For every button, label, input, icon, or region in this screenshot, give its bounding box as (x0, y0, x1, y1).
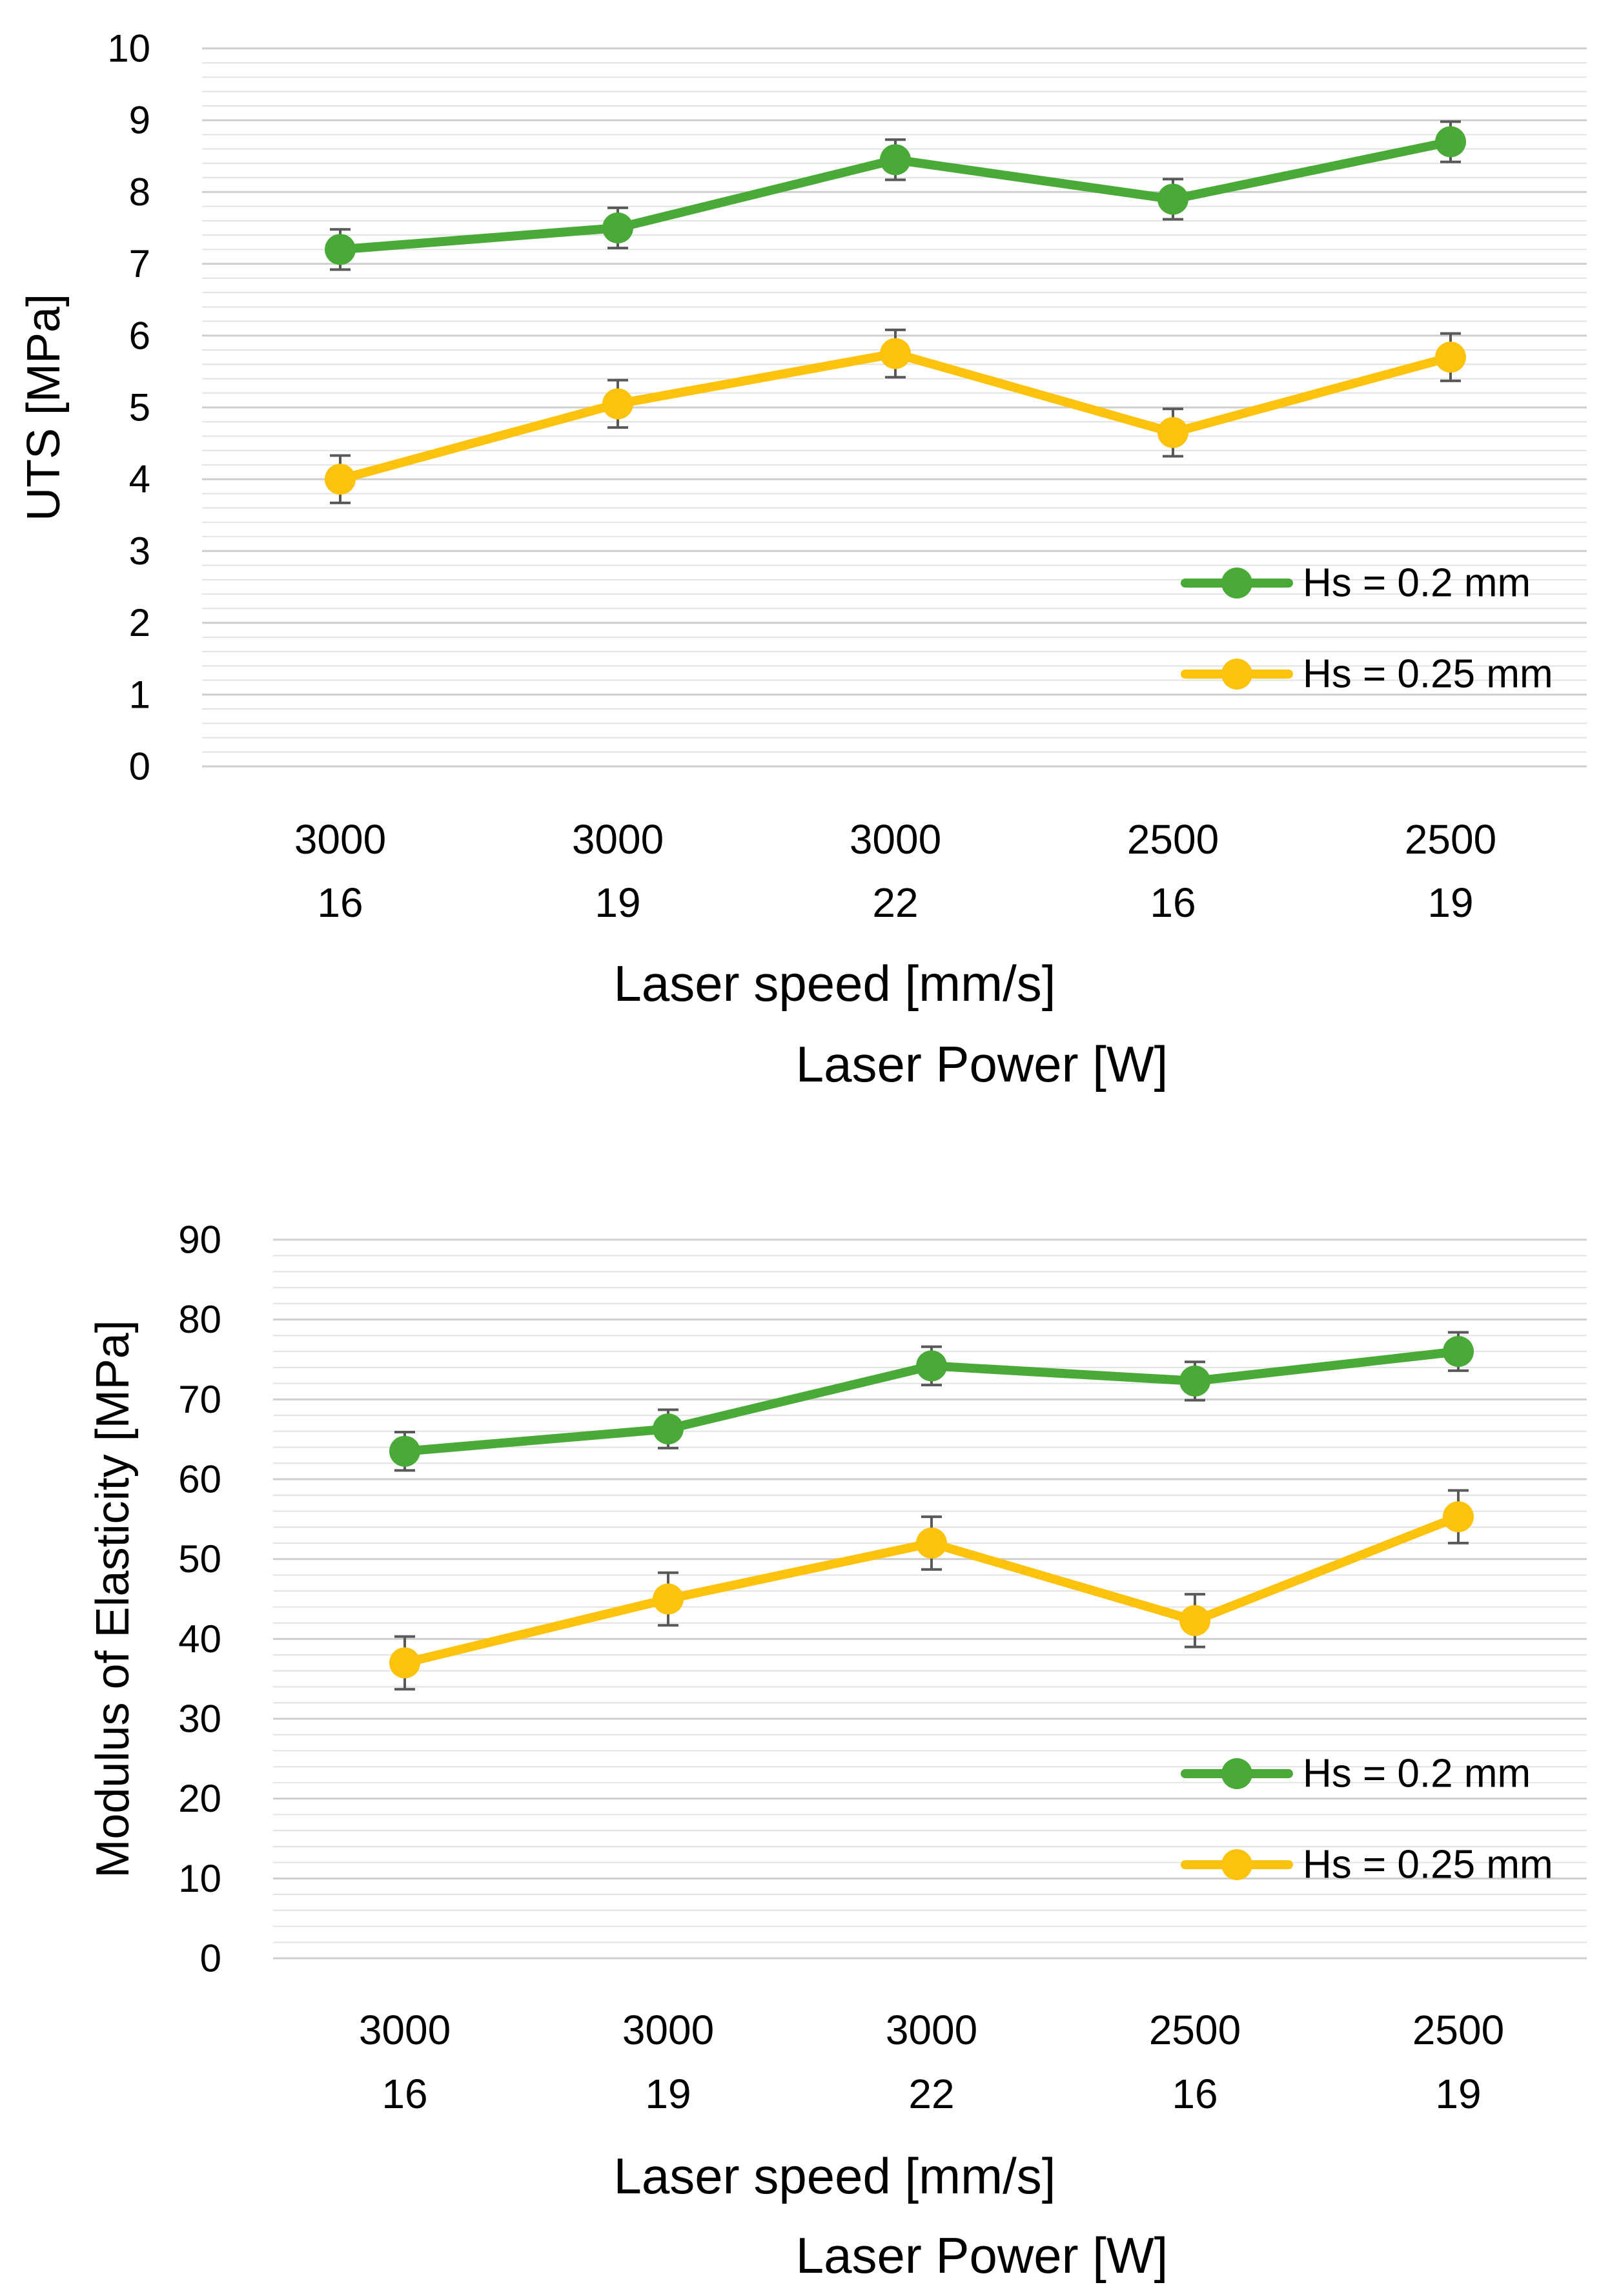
data-point (602, 388, 633, 420)
legend-marker (1221, 1758, 1252, 1789)
y-tick-label: 70 (178, 1378, 221, 1421)
x-tick-label-power: 19 (645, 2071, 691, 2117)
legend-entry: Hs = 0.25 mm (1181, 1843, 1553, 1887)
x-axis-label-speed: Laser speed [mm/s] (614, 955, 1056, 1012)
x-tick-label-power: 19 (1435, 2071, 1481, 2117)
data-point (1179, 1604, 1210, 1636)
x-axis-label-speed: Laser speed [mm/s] (614, 2147, 1056, 2204)
x-tick-label-power: 16 (1150, 879, 1196, 926)
y-tick-label: 2 (129, 601, 150, 644)
data-point (1443, 1501, 1474, 1533)
legend-entry: Hs = 0.25 mm (1181, 652, 1553, 697)
x-tick-label-speed: 2500 (1412, 2007, 1504, 2053)
y-tick-label: 50 (178, 1537, 221, 1581)
y-tick-label: 20 (178, 1777, 221, 1820)
y-tick-label: 40 (178, 1617, 221, 1661)
y-tick-label: 6 (129, 314, 150, 357)
data-point (602, 212, 633, 243)
data-point (325, 464, 356, 495)
x-tick-label-power: 19 (1427, 879, 1473, 926)
y-tick-label: 80 (178, 1298, 221, 1341)
x-tick-label-speed: 3000 (359, 2007, 451, 2053)
x-tick-label-speed: 2500 (1127, 816, 1219, 863)
legend-label: Hs = 0.2 mm (1303, 1752, 1531, 1796)
x-tick-label-speed: 3000 (850, 816, 941, 863)
legend-label: Hs = 0.25 mm (1303, 652, 1553, 697)
gridlines (202, 47, 1587, 768)
data-point (653, 1413, 684, 1445)
x-tick-label-speed: 3000 (294, 816, 386, 863)
y-tick-label: 10 (107, 27, 150, 70)
data-point (916, 1527, 947, 1559)
x-axis-label-power: Laser Power [W] (796, 2227, 1168, 2284)
legend-entry: Hs = 0.2 mm (1181, 1752, 1531, 1796)
data-point (916, 1350, 947, 1382)
x-tick-label-speed: 2500 (1405, 816, 1496, 863)
x-tick-label-power: 16 (382, 2071, 427, 2117)
modulus-chart: 0 10 20 30 40 50 60 70 80 90 Modulus of Elasticity… (87, 1218, 1587, 2284)
legend-marker (1221, 568, 1252, 599)
uts-chart: 0 1 2 3 4 5 6 7 8 9 10 UTS [MPa] 3000 16 3000 19 3000 22 2… (18, 27, 1587, 1092)
legend-marker (1221, 1849, 1252, 1880)
series-hs-0-25 (389, 1489, 1474, 1691)
y-tick-label: 60 (178, 1458, 221, 1501)
legend-label: Hs = 0.2 mm (1303, 561, 1531, 606)
data-point (1435, 126, 1466, 158)
x-tick-label-speed: 3000 (572, 816, 664, 863)
legend-label: Hs = 0.25 mm (1303, 1843, 1553, 1887)
data-point (1157, 183, 1188, 215)
y-axis-label: Modulus of Elasticity [MPa] (87, 1320, 139, 1878)
series-hs-0-2 (325, 120, 1466, 271)
x-tick-label-speed: 3000 (886, 2007, 977, 2053)
data-point (389, 1647, 420, 1679)
x-tick-label-power: 19 (595, 879, 640, 926)
data-point (880, 144, 911, 176)
x-tick-label-power: 22 (872, 879, 918, 926)
data-point (880, 338, 911, 369)
x-tick-label-power: 16 (1172, 2071, 1218, 2117)
data-point (325, 234, 356, 265)
y-tick-label: 8 (129, 170, 150, 214)
y-tick-label: 9 (129, 99, 150, 142)
y-axis-label: UTS [MPa] (18, 294, 70, 521)
data-point (1179, 1365, 1210, 1397)
y-tick-label: 1 (129, 673, 150, 716)
y-tick-label: 90 (178, 1218, 221, 1262)
x-axis-label-power: Laser Power [W] (796, 1036, 1168, 1092)
x-tick-label-speed: 2500 (1149, 2007, 1241, 2053)
data-point (1435, 342, 1466, 373)
legend-marker (1221, 659, 1252, 690)
y-tick-label: 10 (178, 1857, 221, 1900)
data-point (389, 1435, 420, 1467)
y-tick-label: 5 (129, 386, 150, 429)
series-hs-0-2 (389, 1331, 1474, 1472)
data-point (653, 1583, 684, 1615)
y-tick-label: 4 (129, 458, 150, 501)
legend-entry: Hs = 0.2 mm (1181, 561, 1531, 606)
data-point (1443, 1336, 1474, 1368)
x-tick-label-speed: 3000 (622, 2007, 714, 2053)
y-tick-label: 7 (129, 242, 150, 285)
series-hs-0-25 (325, 328, 1466, 504)
x-tick-label-power: 22 (908, 2071, 954, 2117)
y-tick-label: 0 (129, 745, 150, 788)
y-tick-label: 3 (129, 529, 150, 573)
x-tick-label-power: 16 (317, 879, 363, 926)
y-tick-label: 30 (178, 1697, 221, 1741)
y-tick-label: 0 (200, 1937, 221, 1980)
data-point (1157, 416, 1188, 448)
